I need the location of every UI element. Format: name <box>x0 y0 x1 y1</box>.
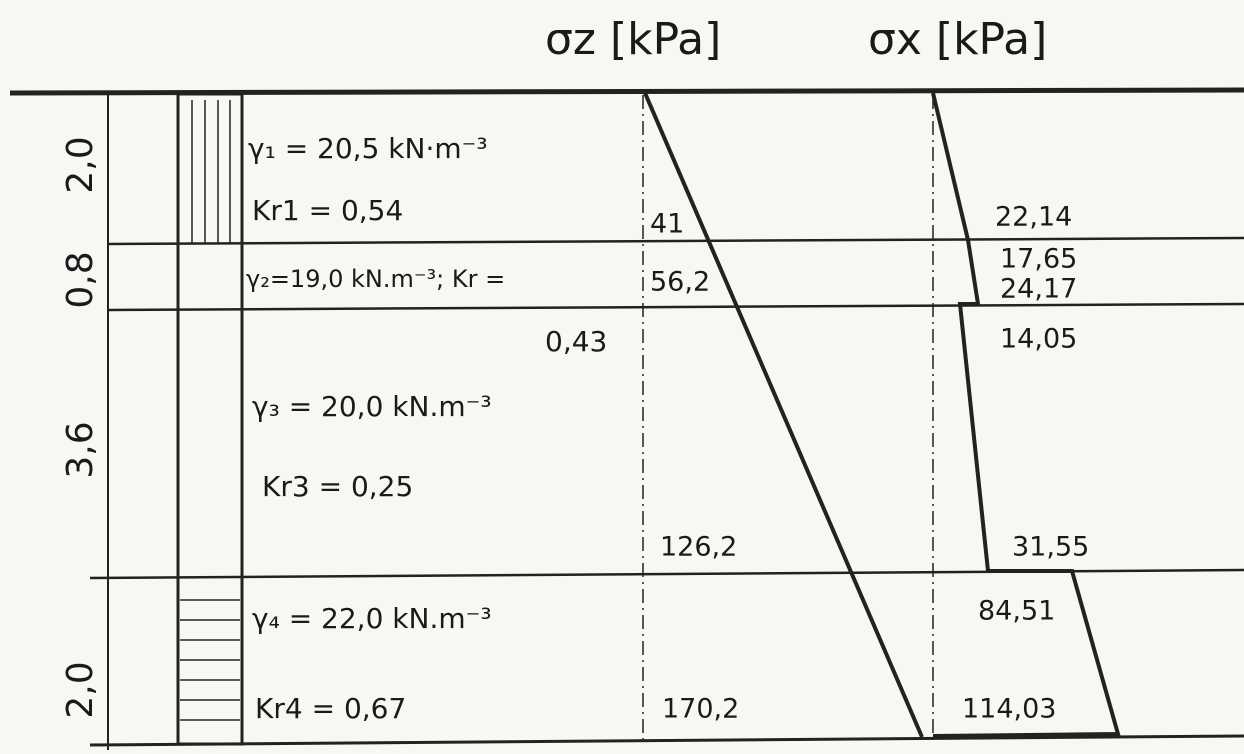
sigma-z-value: 56,2 <box>650 267 710 298</box>
bottom-line <box>89 734 1244 747</box>
thickness: 2,0 <box>60 661 101 718</box>
sigma-z-value: 41 <box>650 209 684 240</box>
sigma-z-diagram <box>643 92 924 738</box>
sigma-x-value: 114,03 <box>962 694 1056 725</box>
sigma-x-value: 17,65 <box>1000 244 1077 275</box>
thickness: 0,8 <box>60 251 101 308</box>
unit-weight: γ₃ = 20,0 kN.m⁻³ <box>252 390 492 423</box>
sigma-z-header: σz [kPa] <box>545 14 721 65</box>
boundary-1 <box>107 236 1244 246</box>
kr: Kr1 = 0,54 <box>252 194 403 227</box>
thickness: 3,6 <box>60 421 101 478</box>
sigma-x-diagram <box>931 92 1121 738</box>
kr: Kr4 = 0,67 <box>255 692 406 725</box>
sigma-x-value: 14,05 <box>1000 324 1077 355</box>
unit-weight: γ₁ = 20,5 kN·m⁻³ <box>248 132 488 165</box>
sigma-x-value: 24,17 <box>1000 274 1077 305</box>
soil-column <box>176 92 244 746</box>
boundary-2 <box>107 302 1244 312</box>
kr: 0,43 <box>545 325 607 358</box>
unit-weight: γ₂=19,0 kN.m⁻³; Kr = <box>246 265 505 293</box>
kr: Kr3 = 0,25 <box>262 470 413 503</box>
sigma-x-value: 22,14 <box>995 202 1072 233</box>
thickness: 2,0 <box>60 136 101 193</box>
sigma-x-value: 31,55 <box>1012 532 1089 563</box>
sigma-z-value: 126,2 <box>660 532 737 563</box>
soil-hatch <box>180 100 240 721</box>
sigma-z-value: 170,2 <box>662 694 739 725</box>
unit-weight: γ₄ = 22,0 kN.m⁻³ <box>252 602 492 635</box>
sigma-x-header: σx [kPa] <box>868 14 1047 65</box>
sigma-x-value: 84,51 <box>978 596 1055 627</box>
